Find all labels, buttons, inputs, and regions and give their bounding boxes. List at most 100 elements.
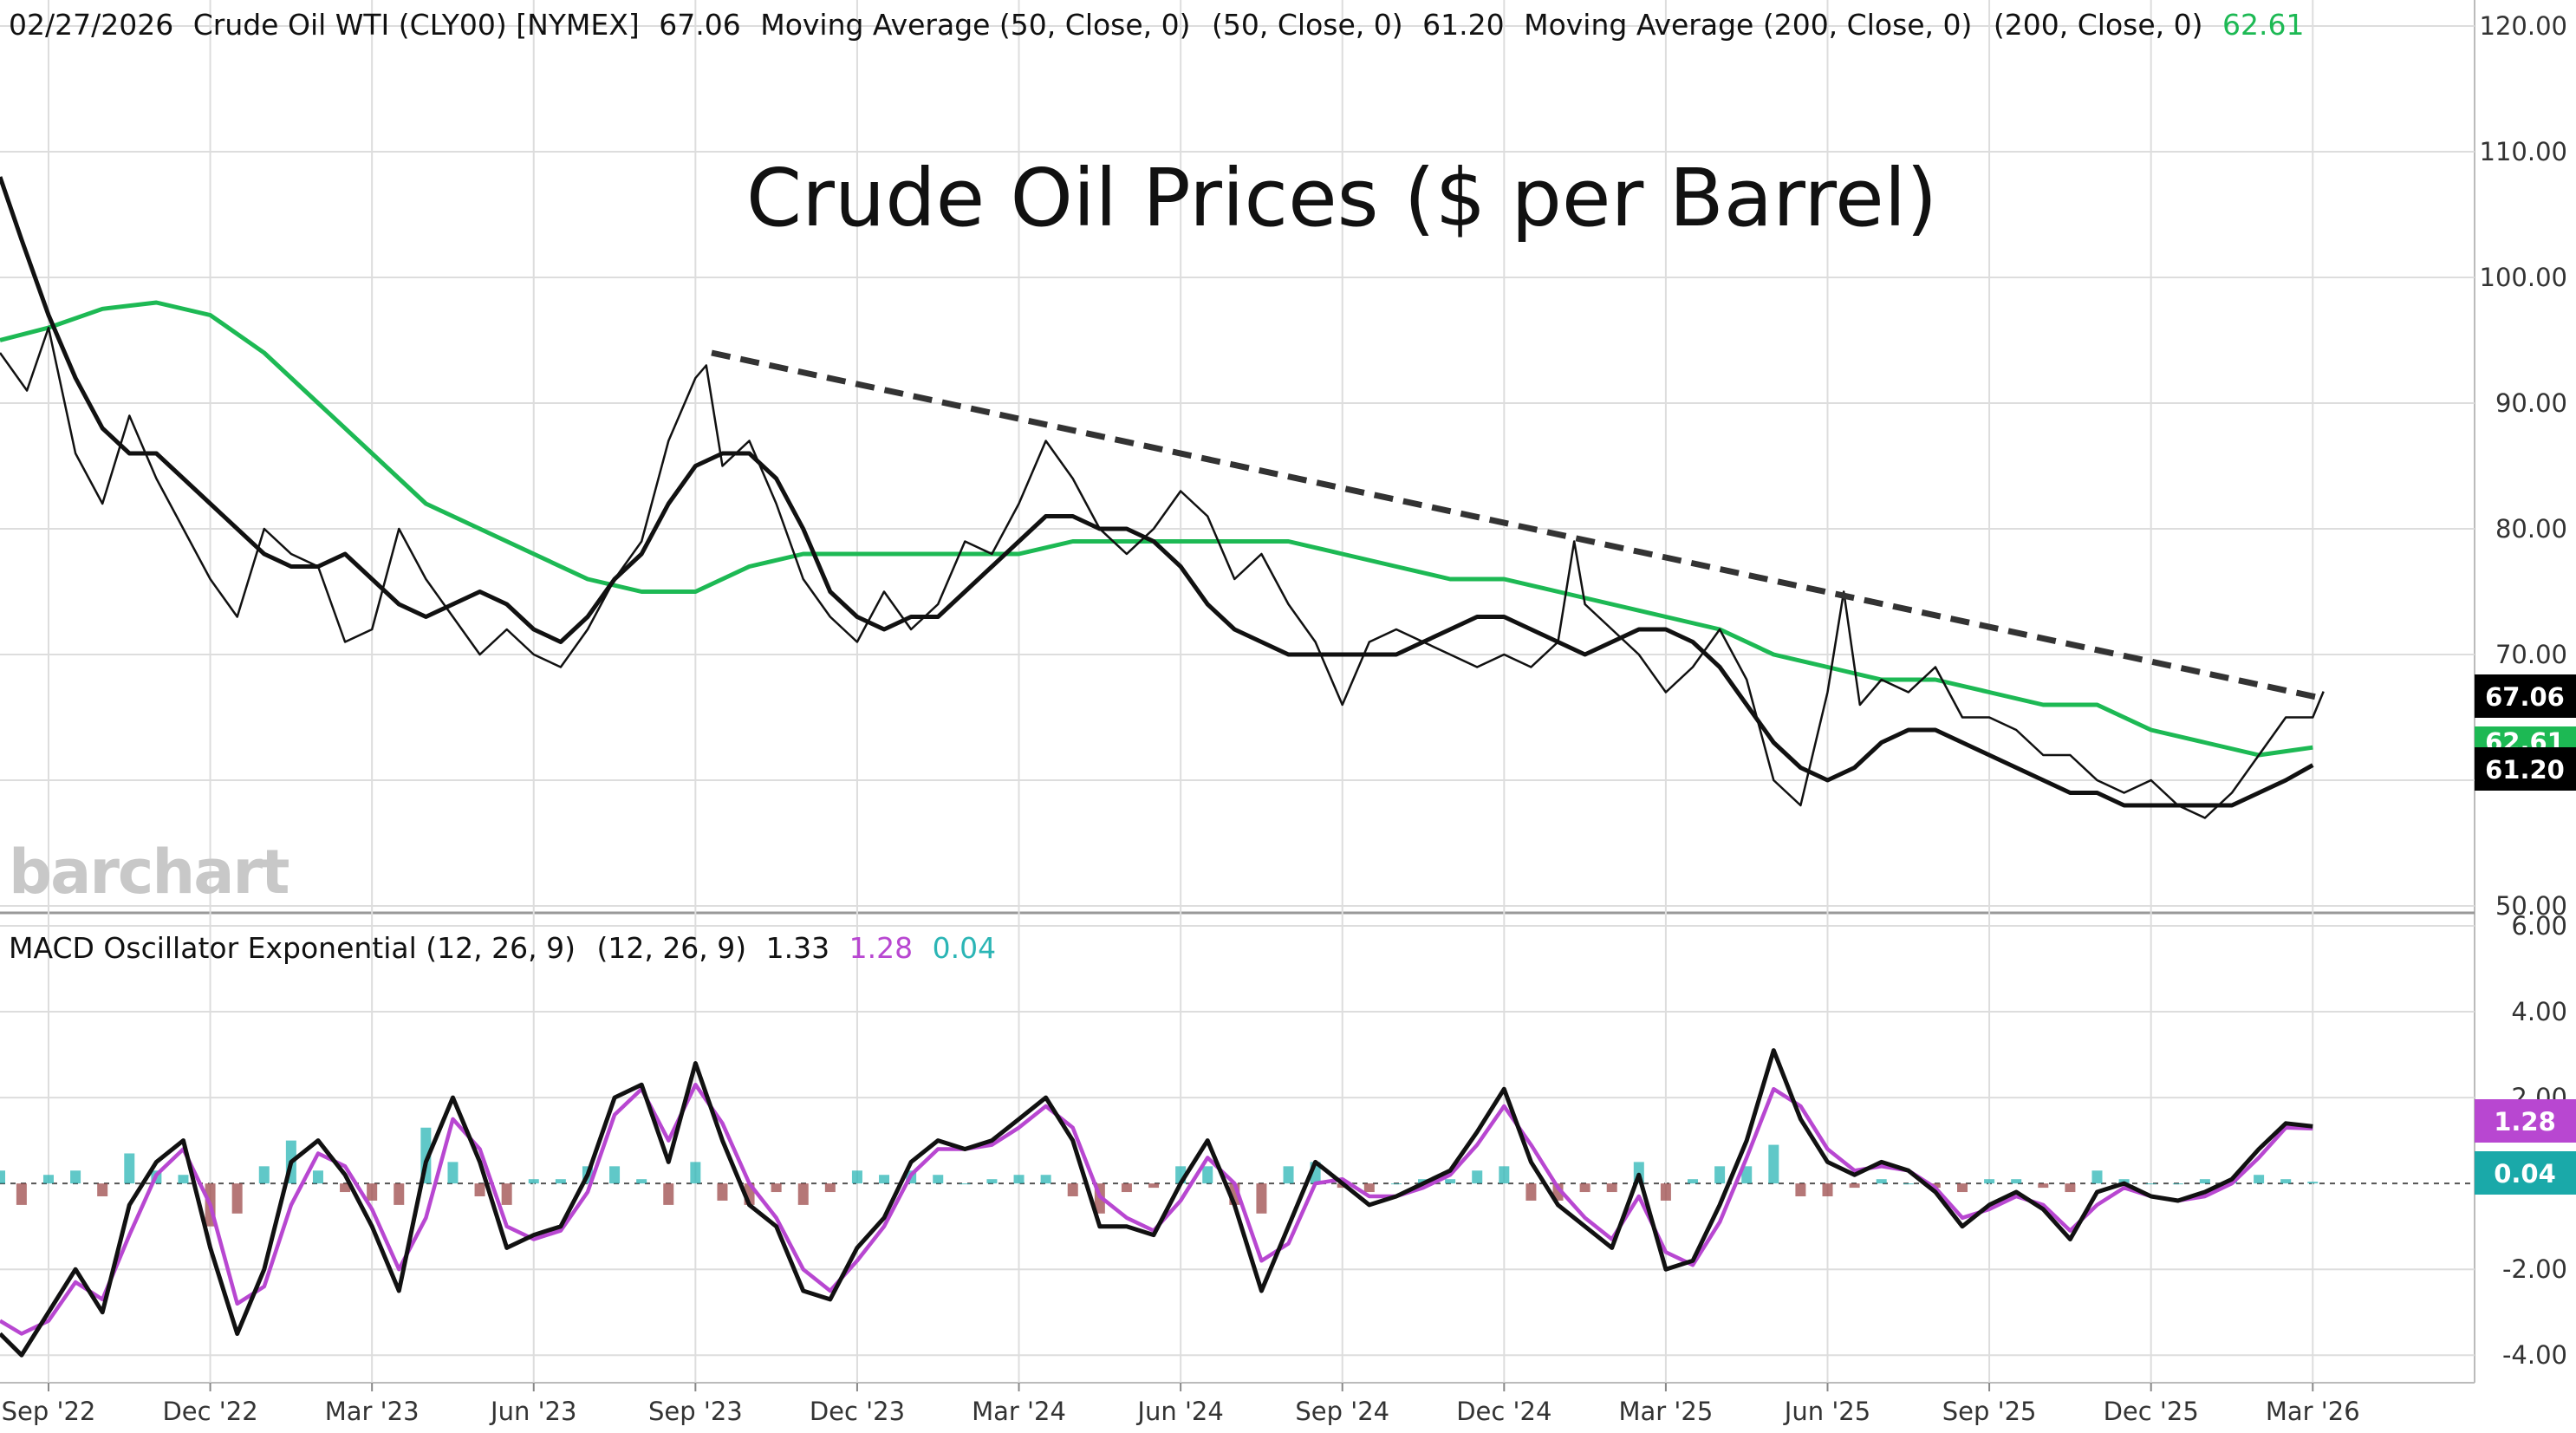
macd-histogram-bar (690, 1162, 701, 1184)
macd-histogram-bar (1795, 1183, 1806, 1196)
ma50-badge: 61.20 (2475, 747, 2576, 791)
macd-histogram-bar (2065, 1183, 2076, 1193)
macd-histogram-bar (2307, 1182, 2319, 1184)
macd-header-hist: 0.04 (933, 931, 996, 965)
macd-histogram-bar (2038, 1183, 2049, 1189)
macd-header-params: (12, 26, 9) (596, 931, 746, 965)
macd-histogram-bar (1579, 1183, 1590, 1193)
macd-histogram-bar (231, 1183, 243, 1214)
macd-histogram-bar (1013, 1175, 1025, 1184)
macd-histogram-bar (879, 1175, 890, 1184)
header-ma50-label: Moving Average (50, Close, 0) (760, 8, 1190, 42)
macd-histogram-bar (501, 1183, 512, 1205)
macd-histogram-bar (1499, 1166, 1510, 1184)
macd-histogram-bar (1660, 1183, 1671, 1201)
macd-histogram-bar (0, 1170, 5, 1184)
macd-histogram-bar (1957, 1183, 1968, 1193)
macd-histogram-bar (555, 1179, 566, 1184)
price-header: 02/27/2026 Crude Oil WTI (CLY00) [NYMEX]… (9, 8, 2305, 42)
macd-histogram-bar (178, 1175, 189, 1184)
macd-histogram-bar (1202, 1166, 1213, 1184)
macd-histogram-bar (717, 1183, 728, 1201)
price-tick-label: 120.00 (2480, 11, 2567, 41)
signal-badge: 1.28 (2475, 1099, 2576, 1143)
macd-histogram-bar (1525, 1183, 1537, 1201)
macd-tick-label: 6.00 (2511, 911, 2567, 941)
macd-histogram-bar (933, 1175, 944, 1184)
macd-histogram-bar (1445, 1179, 1456, 1184)
macd-histogram-bar (1040, 1175, 1051, 1184)
time-tick-label: Mar '26 (2266, 1397, 2360, 1426)
macd-histogram-bar (312, 1170, 323, 1184)
macd-histogram-bar (1903, 1183, 1914, 1185)
price-tick-label: 50.00 (2495, 891, 2567, 921)
header-last: 67.06 (659, 8, 740, 42)
header-ma200-label: Moving Average (200, Close, 0) (1524, 8, 1972, 42)
svg-text:61.20: 61.20 (2485, 755, 2565, 785)
time-tick-label: Dec '25 (2104, 1397, 2199, 1426)
svg-text:67.06: 67.06 (2485, 682, 2565, 712)
macd-histogram-bar (70, 1170, 81, 1184)
hist-badge: 0.04 (2475, 1151, 2576, 1195)
price-line (0, 326, 2325, 819)
barchart-watermark: barchart (9, 837, 289, 908)
macd-header-signal: 1.28 (849, 931, 913, 965)
time-tick-label: Sep '25 (1942, 1397, 2037, 1426)
macd-histogram-bar (394, 1183, 405, 1205)
macd-tick-label: -2.00 (2502, 1254, 2567, 1284)
header-ma50-params: (50, Close, 0) (1212, 8, 1403, 42)
macd-histogram-bar (1256, 1183, 1267, 1214)
macd-histogram-bar (1822, 1183, 1833, 1196)
header-ma200-value: 62.61 (2222, 8, 2304, 42)
time-tick-label: Dec '22 (162, 1397, 257, 1426)
price-tick-label: 70.00 (2495, 640, 2567, 669)
macd-histogram-bar (2091, 1170, 2103, 1184)
macd-histogram-bar (1606, 1183, 1617, 1193)
price-tick-label: 80.00 (2495, 514, 2567, 544)
macd-histogram-bar (258, 1166, 270, 1184)
macd-histogram-bar (1876, 1179, 1887, 1184)
macd-histogram-bar (959, 1183, 971, 1185)
macd-header: MACD Oscillator Exponential (12, 26, 9) … (9, 931, 996, 965)
macd-histogram-bar (124, 1153, 135, 1184)
macd-tick-label: 4.00 (2511, 997, 2567, 1026)
header-ma50-value: 61.20 (1422, 8, 1504, 42)
price-tick-label: 100.00 (2480, 263, 2567, 292)
macd-histogram-bar (797, 1183, 809, 1205)
macd-histogram-bar (2254, 1175, 2265, 1184)
macd-histogram-bar (824, 1183, 836, 1193)
macd-tick-label: -4.00 (2502, 1340, 2567, 1370)
macd-histogram-bar (1390, 1183, 1402, 1185)
macd-histogram-bar (2011, 1179, 2022, 1184)
macd-histogram-bar (1121, 1183, 1132, 1193)
time-tick-label: Jun '23 (489, 1397, 576, 1426)
time-tick-label: Jun '25 (1783, 1397, 1870, 1426)
macd-histogram-bar (1067, 1183, 1078, 1196)
macd-histogram-bar (986, 1179, 998, 1184)
macd-histogram-bar (1768, 1144, 1779, 1184)
macd-histogram-bar (1849, 1183, 1860, 1189)
price-tick-label: 90.00 (2495, 388, 2567, 418)
macd-histogram-bar (851, 1170, 862, 1184)
header-ma200-params: (200, Close, 0) (1994, 8, 2203, 42)
macd-histogram-bar (16, 1183, 27, 1205)
svg-text:1.28: 1.28 (2494, 1107, 2556, 1137)
macd-line (0, 1048, 2313, 1358)
macd-header-label: MACD Oscillator Exponential (12, 26, 9) (9, 931, 576, 965)
macd-histogram-bar (636, 1179, 647, 1184)
time-tick-label: Dec '24 (1456, 1397, 1551, 1426)
macd-histogram-bar (340, 1183, 351, 1193)
macd-histogram-bar (447, 1162, 459, 1184)
macd-histogram-bar (609, 1166, 621, 1184)
macd-header-macd: 1.33 (766, 931, 829, 965)
time-tick-label: Mar '23 (325, 1397, 420, 1426)
header-date: 02/27/2026 (9, 8, 173, 42)
macd-histogram-bar (1148, 1183, 1160, 1189)
ma50-line (0, 176, 2314, 808)
macd-histogram-bar (1283, 1166, 1294, 1184)
time-tick-label: Sep '23 (648, 1397, 743, 1426)
downtrend-line (711, 349, 2325, 702)
time-tick-label: Dec '23 (810, 1397, 905, 1426)
macd-histogram-bar (1984, 1179, 1995, 1184)
macd-histogram-bar (474, 1183, 485, 1196)
